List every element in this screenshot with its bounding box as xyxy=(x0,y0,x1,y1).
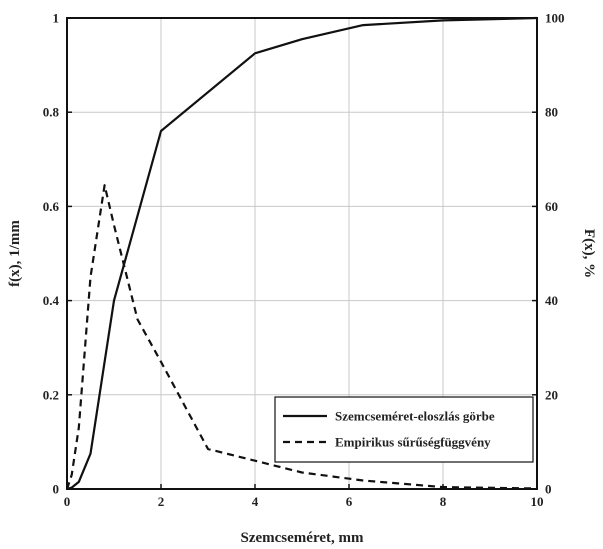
y-axis-right-title: F(x), % xyxy=(581,229,597,278)
legend-label-dashed: Empirikus sűrűségfüggvény xyxy=(335,435,491,450)
legend: Szemcseméret-eloszlás görbe Empirikus sű… xyxy=(274,396,534,463)
y-right-tick-label: 0 xyxy=(545,482,552,497)
plot-frame xyxy=(66,17,538,490)
y-left-tick-label: 0.8 xyxy=(43,105,60,120)
x-tick-label: 4 xyxy=(252,494,259,509)
y-left-tick-label: 0.6 xyxy=(43,199,60,214)
series-line-density xyxy=(65,184,538,490)
y-right-tick-label: 60 xyxy=(545,199,558,214)
x-tick-label: 6 xyxy=(346,494,353,509)
x-tick-label: 0 xyxy=(64,494,71,509)
x-tick-label: 8 xyxy=(440,494,447,509)
x-tick-label: 10 xyxy=(531,494,544,509)
y-right-tick-label: 40 xyxy=(545,293,558,308)
grid xyxy=(66,17,538,490)
y-left-tick-label: 0.4 xyxy=(43,293,60,308)
legend-label-solid: Szemcseméret-eloszlás görbe xyxy=(335,409,495,424)
x-axis-title: Szemcseméret, mm xyxy=(241,530,364,546)
series-layer xyxy=(65,16,538,491)
y-left-tick-label: 1 xyxy=(53,11,60,26)
y-right-tick-label: 100 xyxy=(545,11,565,26)
y-right-tick-label: 80 xyxy=(545,105,558,120)
series-line-distribution xyxy=(66,16,538,491)
y-right-tick-label: 20 xyxy=(545,387,558,402)
y-left-tick-label: 0.2 xyxy=(43,387,59,402)
y-axis-left-title: f(x), 1/mm xyxy=(7,220,23,287)
y-left-tick-label: 0 xyxy=(53,482,60,497)
x-tick-label: 2 xyxy=(158,494,165,509)
legend-box xyxy=(274,396,534,463)
